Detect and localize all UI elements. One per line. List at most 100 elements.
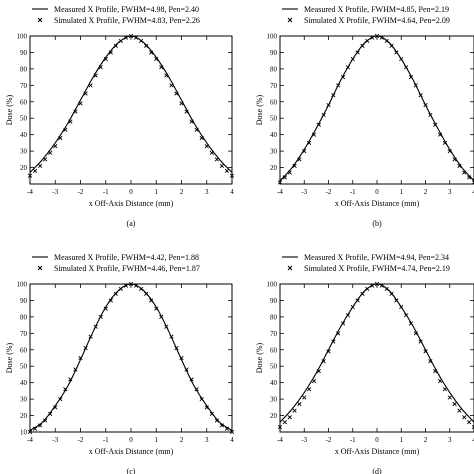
simulated-data-point (379, 283, 384, 288)
simulated-data-point (360, 43, 365, 48)
y-tick-label: 40 (270, 131, 278, 139)
simulated-data-point (428, 112, 433, 118)
simulated-data-point (138, 286, 144, 292)
simulated-data-point (219, 423, 225, 428)
simulated-data-point (452, 157, 457, 162)
simulated-data-point (292, 408, 297, 413)
simulated-data-point (224, 168, 230, 173)
y-tick-label: 20 (270, 164, 278, 172)
simulated-data-point (340, 74, 346, 80)
x-tick-label: 2 (424, 436, 428, 444)
x-tick-label: 3 (205, 436, 209, 444)
x-tick-label: -4 (27, 188, 33, 196)
legend-marker-swatch (37, 17, 43, 23)
simulated-data-point (229, 173, 235, 178)
simulated-data-point (154, 306, 159, 311)
simulated-data-point (113, 291, 118, 296)
measured-profile-line (29, 35, 233, 173)
chart-panel: -4 -3 -2 -1 0 1 2 3 4 20 30 40 50 60 70 80 90 100 x Off-Ax… (255, 253, 474, 474)
plot-frame (279, 283, 474, 433)
x-tick-label: 2 (424, 188, 428, 196)
chart-panel: -4 -3 -2 -1 0 1 2 3 4 10 20 30 40 50 60 70 80 90 100 x Off-… (5, 253, 234, 474)
y-tick-label: 30 (270, 396, 278, 404)
simulated-data-point (169, 334, 174, 339)
x-tick-label: 4 (472, 436, 474, 444)
panel-label: (d) (372, 467, 382, 474)
y-tick-label: 100 (267, 281, 278, 289)
simulated-data-point (128, 281, 134, 287)
simulated-data-point (389, 43, 394, 48)
simulated-data-point (58, 396, 63, 402)
simulated-data-point (374, 33, 380, 39)
simulated-data-point (331, 93, 336, 98)
y-tick-label: 90 (270, 49, 278, 57)
simulated-data-point (282, 420, 287, 425)
simulated-data-point (447, 148, 452, 154)
simulated-data-point (302, 148, 307, 154)
panel-label: (b) (372, 219, 382, 228)
simulated-data-point (399, 56, 404, 62)
y-tick-label: 30 (20, 148, 28, 156)
simulated-data-point (164, 73, 169, 78)
simulated-data-point (403, 65, 409, 70)
legend-marker-swatch (287, 265, 293, 271)
x-tick-label: -4 (277, 436, 283, 444)
y-tick-label: 90 (270, 297, 278, 305)
simulated-data-point (214, 418, 219, 423)
x-tick-label: 3 (448, 436, 452, 444)
plot-frame (279, 35, 474, 185)
y-axis-label: Dose (%) (255, 342, 264, 373)
simulated-data-point (418, 339, 423, 344)
y-tick-label: 70 (270, 330, 278, 338)
simulated-data-point (365, 38, 370, 44)
legend-label-simulated: Simulated X Profile, FWHM=4.83, Pen=2.26 (54, 16, 200, 25)
simulated-data-point (437, 132, 443, 137)
simulated-data-point (423, 102, 428, 108)
simulated-data-point (374, 281, 380, 287)
simulated-data-point (199, 135, 204, 141)
simulated-data-point (93, 324, 98, 329)
x-axis-label: x Off-Axis Distance (mm) (89, 199, 174, 208)
simulated-data-point (399, 304, 404, 310)
simulated-data-point (350, 304, 355, 310)
y-tick-label: 30 (270, 148, 278, 156)
x-tick-label: -4 (277, 188, 283, 196)
y-tick-label: 80 (20, 313, 28, 321)
chart-panel: -4 -3 -2 -1 0 1 2 3 4 20 30 40 50 60 70 80 90 100 x Off-Ax… (5, 5, 234, 228)
x-tick-label: -3 (301, 436, 307, 444)
simulated-data-point (144, 43, 149, 48)
simulated-data-point (442, 140, 448, 146)
simulated-data-point (336, 83, 341, 88)
simulated-data-point (83, 91, 88, 96)
legend-label-simulated: Simulated X Profile, FWHM=4.46, Pen=1.87 (54, 264, 200, 273)
y-tick-label: 80 (270, 313, 278, 321)
simulated-data-point (219, 163, 225, 169)
simulated-data-point (471, 424, 474, 430)
x-tick-label: 0 (375, 188, 379, 196)
simulated-data-point (179, 355, 184, 361)
y-axis-label: Dose (%) (5, 94, 14, 125)
simulated-data-point (423, 349, 428, 354)
x-tick-label: -1 (350, 436, 356, 444)
simulated-data-point (442, 387, 448, 392)
simulated-data-point (462, 415, 467, 420)
simulated-data-point (408, 321, 414, 326)
simulated-data-point (302, 395, 307, 400)
simulated-data-point (452, 401, 457, 407)
x-tick-label: 1 (400, 436, 404, 444)
y-tick-label: 40 (20, 131, 28, 139)
simulated-data-point (408, 74, 414, 80)
simulated-data-point (37, 423, 43, 428)
simulated-data-point (149, 50, 154, 55)
simulated-data-point (204, 144, 209, 149)
x-tick-label: -3 (52, 188, 58, 196)
simulated-data-point (63, 387, 68, 392)
chart-panel: -4 -3 -2 -1 0 1 2 3 4 20 30 40 50 60 70 80 90 100 x Off-Ax… (255, 5, 474, 228)
x-tick-label: -2 (326, 436, 332, 444)
simulated-data-point (370, 35, 375, 40)
simulated-data-point (229, 429, 235, 435)
simulated-data-point (457, 408, 462, 413)
legend-label-measured: Measured X Profile, FWHM=4.85, Pen=2.19 (304, 5, 449, 14)
simulated-data-point (103, 306, 108, 311)
